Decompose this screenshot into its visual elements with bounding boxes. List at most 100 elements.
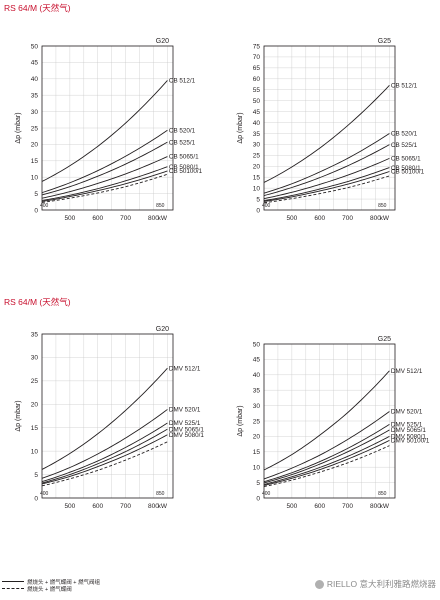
series-label-cb-5080-1: CB 5080/1 [169,164,199,171]
y-tick-label: 35 [253,131,261,138]
y-tick-label: 5 [34,472,38,479]
series-label-dmv-5080-1: DMV 5080/1 [391,434,426,441]
series-line-dmv-5065-1 [41,428,168,484]
x-tick-label: 500 [286,503,297,510]
y-axis-label: Δp (mbar) [237,112,244,143]
series-line-cb-512-1 [263,85,390,183]
series-label-dmv-525-1: DMV 525/1 [169,420,201,427]
series-label-cb-512-1: CB 512/1 [391,83,418,90]
y-tick-label: 10 [31,448,39,455]
y-axis-label: Δp (mbar) [15,112,22,143]
legend: 燃烧头 + 燃气蝶阀 + 燃气阀组 燃烧头 + 燃气蝶阀 [2,578,100,593]
x-tick-label: 600 [92,215,103,222]
y-tick-label: 50 [253,98,261,105]
legend-dashed-line-icon [2,588,24,589]
series-line-cb-520-1 [263,133,390,194]
range-label: 400 [262,491,271,497]
plot-frame [263,45,396,211]
y-tick-label: 25 [31,125,39,132]
legend-solid-line-icon [2,581,24,582]
x-tick-label: 700 [120,215,131,222]
x-tick-label: 600 [92,503,103,510]
y-tick-label: 0 [256,495,260,502]
chart-title: G20 [156,326,169,333]
x-tick-label: 800 [370,503,381,510]
series-label-cb-525-1: CB 525/1 [169,139,196,146]
y-tick-label: 40 [253,372,261,379]
series-line-dashed [263,175,390,204]
range-label: 400 [262,203,271,209]
y-tick-label: 5 [256,196,260,203]
y-tick-label: 15 [31,425,39,432]
series-line-dmv-5065-1 [263,429,390,484]
x-tick-label: 700 [342,215,353,222]
series-label-cb-5065-1: CB 5065/1 [169,154,199,161]
x-tick-label: 500 [64,215,75,222]
y-tick-label: 35 [253,388,261,395]
x-tick-label: 600 [314,503,325,510]
y-tick-label: 60 [253,76,261,83]
y-tick-label: 75 [253,43,261,50]
legend-label-dashed: 燃烧头 + 燃气蝶阀 [27,586,72,593]
range-label: 850 [156,203,165,209]
watermark-text: RIELLO 意大利利雅路燃烧器 [326,579,436,589]
y-tick-label: 0 [256,207,260,214]
chart-dmv-g25: 0 5 10 15 20 25 30 35 40 45 50 500 600 700 800 400 850 kW… [237,336,430,510]
plot-frame [263,343,396,499]
series-label-dmv-520-1: DMV 520/1 [169,407,201,414]
y-tick-label: 5 [256,480,260,487]
x-tick-label: 500 [64,503,75,510]
series-label-cb-50100-1: CB 50100/1 [391,169,425,176]
series-line-dmv-512-1 [41,367,168,470]
series-line-dmv-512-1 [263,370,390,471]
y-tick-label: 30 [253,142,261,149]
series-label-dmv-512-1: DMV 512/1 [391,368,423,375]
y-tick-label: 50 [253,341,261,348]
y-tick-label: 50 [31,43,39,50]
y-tick-label: 25 [253,418,261,425]
y-axis-label: Δp (mbar) [237,405,244,436]
series-line-dmv-520-1 [41,409,168,479]
y-tick-label: 45 [253,109,261,116]
series-line-dashed [41,173,168,203]
y-tick-label: 40 [253,120,261,127]
range-label: 400 [40,491,49,497]
series-line-cb-5080-1 [41,166,168,201]
y-tick-label: 20 [31,142,39,149]
series-line-cb-525-1 [41,141,168,196]
y-tick-label: 45 [31,60,39,67]
range-label: 850 [156,491,165,497]
series-line-cb-50100-1 [263,171,390,202]
series-line-dmv-5080-1 [263,436,390,485]
series-line-dmv-520-1 [263,411,390,480]
y-tick-label: 40 [31,76,39,83]
y-tick-label: 20 [253,434,261,441]
series-label-dmv-520-1: DMV 520/1 [391,409,423,416]
series-label-cb-520-1: CB 520/1 [391,131,418,138]
series-line-dmv-50100-1 [263,439,390,486]
y-tick-label: 15 [253,175,261,182]
y-tick-label: 55 [253,87,261,94]
range-label: 850 [378,203,387,209]
y-tick-label: 25 [31,378,39,385]
legend-item-solid: 燃烧头 + 燃气蝶阀 + 燃气阀组 [2,578,100,586]
plot-frame [41,45,174,211]
chart-title: G25 [378,336,391,343]
x-tick-label: 800 [370,215,381,222]
y-tick-label: 45 [253,357,261,364]
series-line-cb-50100-1 [41,170,168,202]
series-line-cb-520-1 [41,129,168,194]
section-title-top: RS 64/M (天然气) [4,3,71,13]
plot-frame [41,333,174,499]
x-tick-label: 700 [120,503,131,510]
series-label-dmv-525-1: DMV 525/1 [391,422,423,429]
y-tick-label: 25 [253,153,261,160]
watermark: RIELLO 意大利利雅路燃烧器 [314,578,436,590]
legend-item-dashed: 燃烧头 + 燃气蝶阀 [2,585,100,593]
chart-title: G25 [378,38,391,45]
series-line-dmv-525-1 [41,422,168,483]
x-axis-label: kW [380,503,390,510]
series-label-cb-5080-1: CB 5080/1 [391,165,421,172]
chart-dmv-g20: 0 5 10 15 20 25 30 35 500 600 700 800 400 850 kW Δp (mb… [15,326,204,510]
range-label: 850 [378,491,387,497]
